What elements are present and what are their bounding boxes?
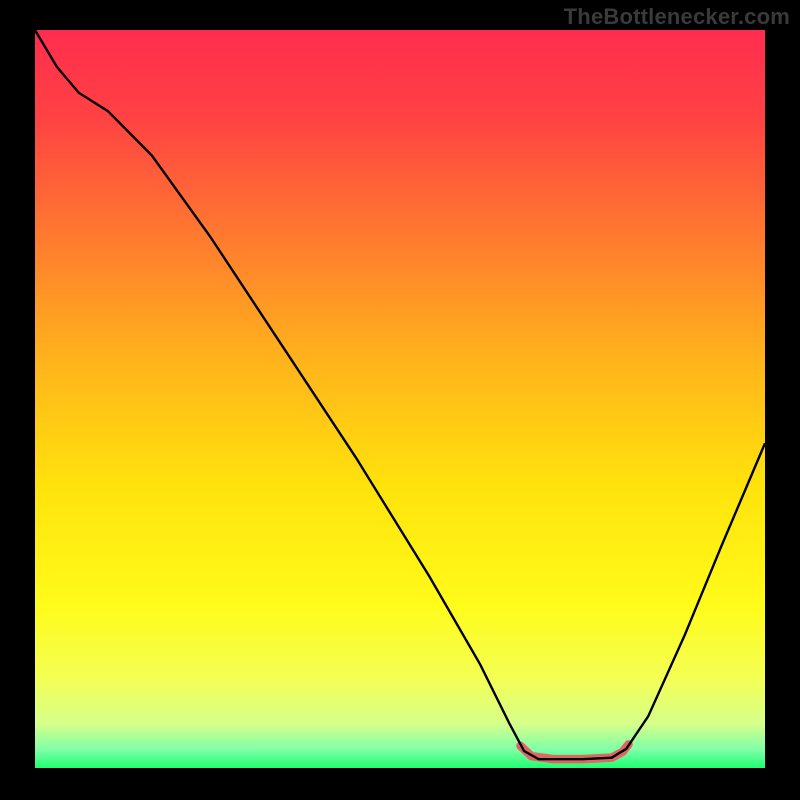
plot-svg	[35, 30, 765, 768]
watermark-text: TheBottlenecker.com	[564, 4, 790, 30]
gradient-background	[35, 30, 765, 768]
chart-canvas: TheBottlenecker.com	[0, 0, 800, 800]
plot-area	[35, 30, 765, 768]
